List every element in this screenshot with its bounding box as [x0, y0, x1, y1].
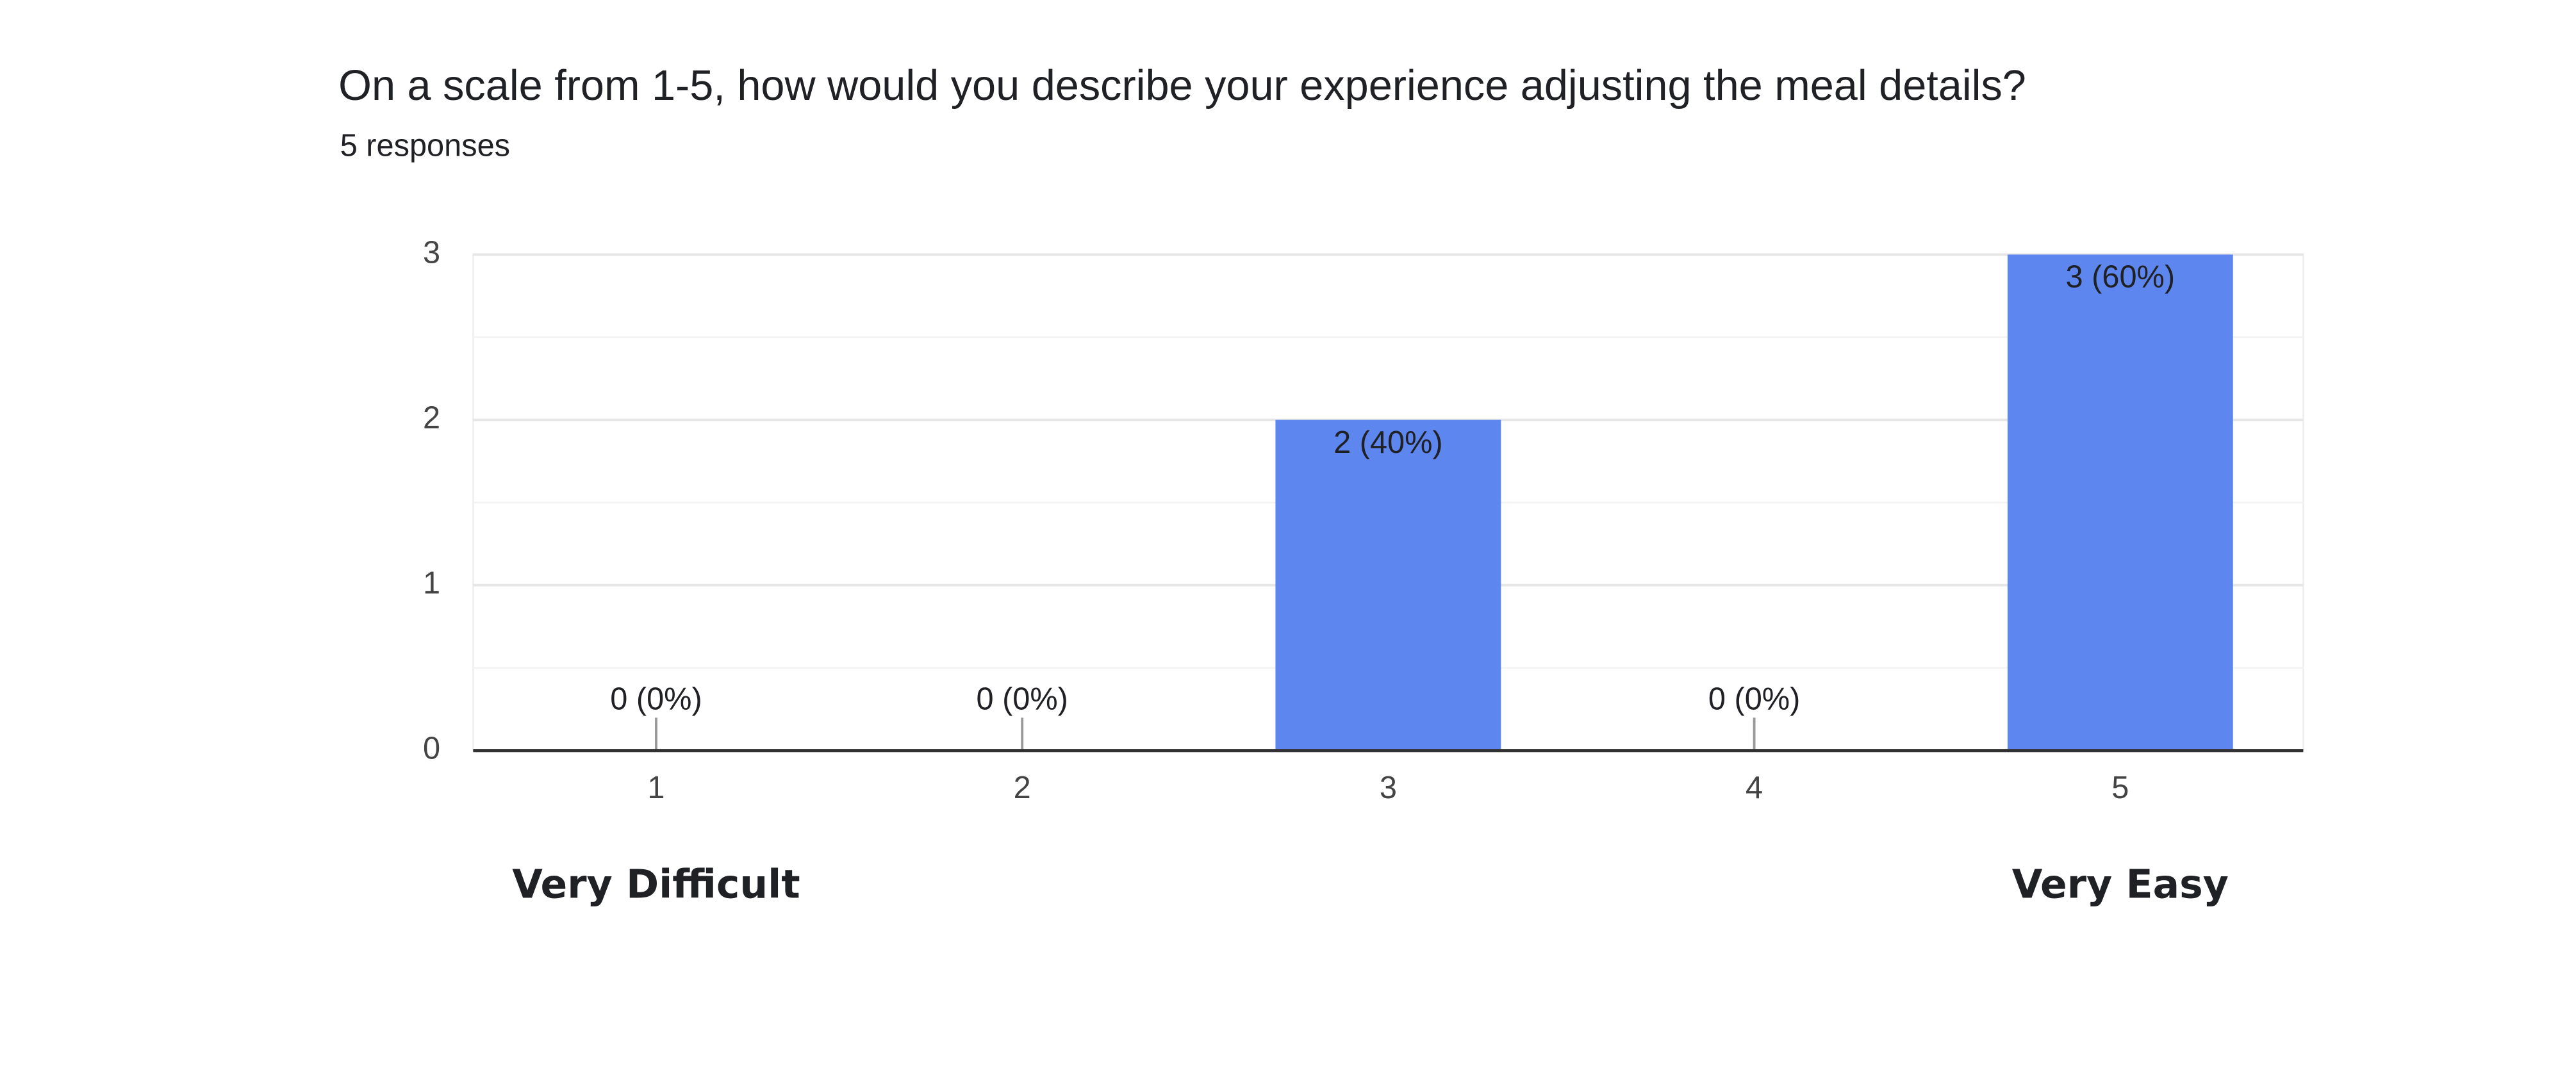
data-label: 0 (0%): [610, 682, 702, 717]
data-label: 0 (0%): [976, 682, 1068, 717]
data-label: 2 (40%): [1333, 425, 1443, 460]
y-tick-label: 0: [423, 732, 440, 766]
y-tick-label: 3: [423, 235, 440, 270]
bar: [2007, 254, 2233, 751]
x-tick-label: 5: [2111, 771, 2129, 805]
chart-title: On a scale from 1-5, how would you descr…: [338, 62, 2026, 110]
y-tick-label: 1: [423, 566, 440, 600]
x-tick-label: 4: [1746, 771, 1763, 805]
x-tick-label: 2: [1014, 771, 1031, 805]
data-label: 3 (60%): [2066, 260, 2176, 295]
data-label: 0 (0%): [1708, 682, 1800, 717]
x-tick-label: 3: [1380, 771, 1397, 805]
x-tick-label: 1: [647, 771, 665, 805]
annotation: Very Difficult: [512, 862, 800, 908]
bar: [1275, 420, 1501, 751]
chart-subtitle: 5 responses: [340, 129, 510, 163]
y-tick-label: 2: [423, 400, 440, 435]
annotation: Very Easy: [2012, 862, 2229, 908]
